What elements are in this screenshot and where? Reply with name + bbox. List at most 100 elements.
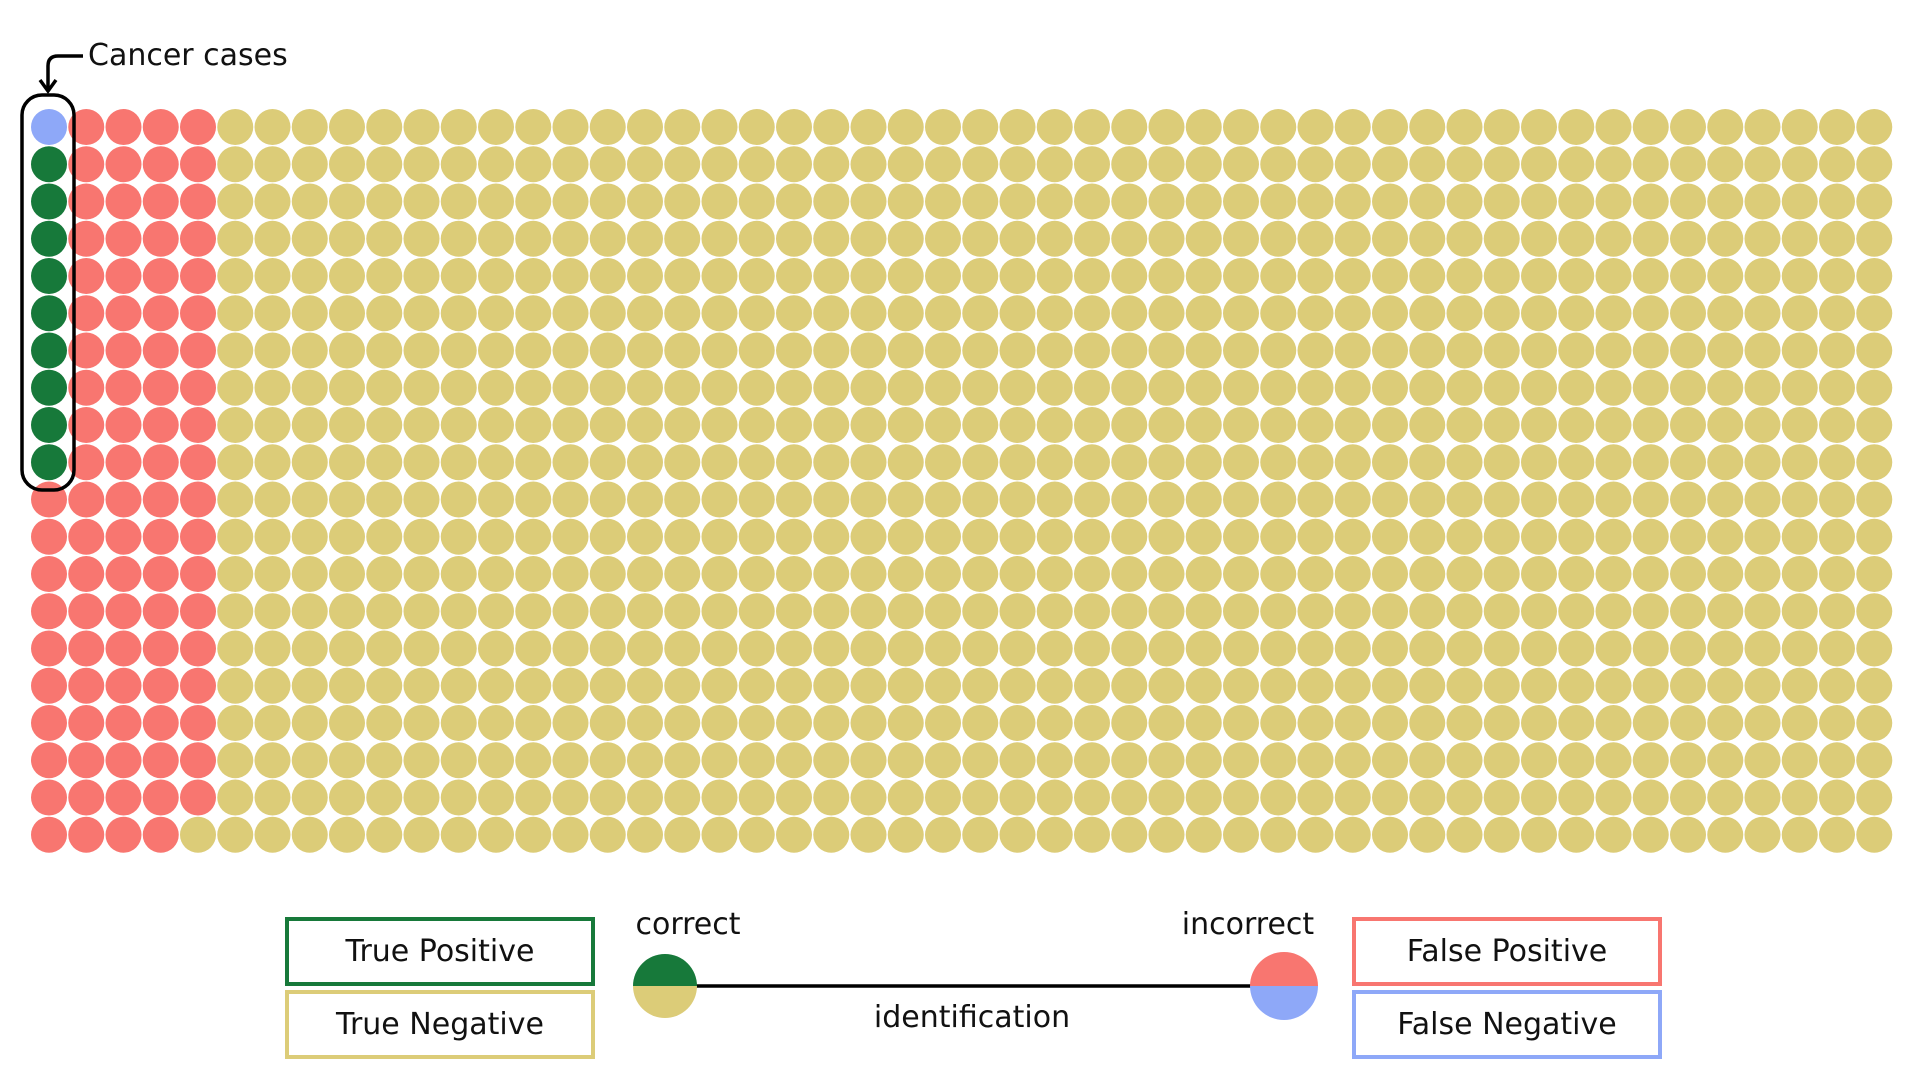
- dot-true-negative: [1781, 630, 1818, 667]
- dot-false-positive: [68, 779, 105, 816]
- dot-true-negative: [887, 481, 924, 518]
- dot-true-negative: [813, 258, 850, 294]
- dot-true-negative: [887, 593, 924, 630]
- dot-true-negative: [1744, 220, 1781, 257]
- dot-true-negative: [1856, 481, 1893, 518]
- dot-true-negative: [478, 220, 514, 257]
- dot-true-negative: [440, 518, 477, 555]
- dot-true-negative: [515, 705, 552, 741]
- dot-true-negative: [1707, 295, 1744, 332]
- dot-true-negative: [1409, 183, 1446, 220]
- dot-true-negative: [1744, 705, 1781, 741]
- dot-true-negative: [1856, 220, 1893, 257]
- dot-true-negative: [589, 146, 626, 183]
- dot-true-negative: [1521, 146, 1557, 183]
- dot-true-negative: [1819, 481, 1855, 518]
- dot-true-negative: [366, 667, 403, 704]
- dot-true-negative: [1297, 742, 1334, 779]
- dot-true-negative: [1856, 779, 1893, 816]
- dot-true-negative: [552, 258, 589, 294]
- dot-true-negative: [217, 146, 254, 183]
- dot-true-negative: [403, 556, 440, 592]
- dot-true-negative: [627, 109, 663, 145]
- dot-false-positive: [68, 444, 105, 481]
- dot-true-negative: [217, 444, 254, 481]
- dot-true-negative: [1148, 779, 1185, 816]
- dot-true-negative: [1260, 295, 1297, 332]
- dot-true-negative: [329, 220, 365, 257]
- dot-false-positive: [142, 369, 179, 406]
- dot-true-negative: [403, 816, 440, 853]
- dot-true-negative: [1781, 593, 1818, 630]
- dot-true-negative: [403, 705, 440, 741]
- dot-false-positive: [180, 295, 216, 332]
- dot-true-negative: [1297, 109, 1334, 145]
- dot-true-negative: [1148, 667, 1185, 704]
- dot-true-negative: [1372, 593, 1408, 630]
- dot-true-negative: [478, 295, 514, 332]
- dot-false-positive: [180, 407, 216, 443]
- dot-true-negative: [850, 556, 887, 592]
- dot-true-negative: [1521, 220, 1557, 257]
- dot-true-negative: [1595, 407, 1632, 443]
- dot-true-negative: [329, 332, 365, 369]
- dot-true-negative: [1409, 593, 1446, 630]
- dot-true-negative: [776, 146, 812, 183]
- dot-true-negative: [776, 332, 812, 369]
- dot-true-negative: [1297, 332, 1334, 369]
- dot-true-negative: [440, 556, 477, 592]
- dot-true-negative: [850, 332, 887, 369]
- dot-true-negative: [850, 667, 887, 704]
- dot-true-negative: [887, 556, 924, 592]
- dot-true-negative: [1856, 518, 1893, 555]
- dot-true-negative: [254, 258, 291, 294]
- dot-true-negative: [1707, 407, 1744, 443]
- dot-false-positive: [68, 332, 105, 369]
- dot-true-negative: [627, 146, 663, 183]
- dot-true-negative: [254, 146, 291, 183]
- dot-true-negative: [1744, 444, 1781, 481]
- dot-true-negative: [999, 444, 1036, 481]
- dot-true-negative: [329, 295, 365, 332]
- dot-true-negative: [664, 146, 701, 183]
- dot-true-negative: [366, 183, 403, 220]
- dot-true-negative: [1819, 593, 1855, 630]
- dot-true-negative: [254, 109, 291, 145]
- dot-true-negative: [627, 407, 663, 443]
- dot-true-negative: [1707, 556, 1744, 592]
- dot-true-negative: [738, 705, 775, 741]
- dot-true-negative: [291, 369, 328, 406]
- dot-true-negative: [291, 407, 328, 443]
- dot-false-positive: [68, 556, 105, 592]
- dot-true-negative: [1260, 705, 1297, 741]
- dot-true-negative: [1223, 183, 1259, 220]
- dot-true-negative: [1781, 295, 1818, 332]
- dot-true-negative: [1111, 109, 1148, 145]
- dot-true-negative: [813, 593, 850, 630]
- dot-true-negative: [217, 332, 254, 369]
- dot-true-negative: [1781, 109, 1818, 145]
- dot-true-negative: [217, 220, 254, 257]
- dot-true-negative: [1148, 705, 1185, 741]
- dot-true-negative: [1036, 630, 1073, 667]
- dot-true-negative: [1185, 742, 1222, 779]
- dot-true-negative: [1558, 705, 1595, 741]
- dot-true-negative: [664, 556, 701, 592]
- dot-true-negative: [552, 593, 589, 630]
- dot-true-negative: [1744, 593, 1781, 630]
- dot-true-negative: [1409, 705, 1446, 741]
- dot-true-negative: [1521, 332, 1557, 369]
- dot-true-negative: [1707, 146, 1744, 183]
- dot-true-negative: [1670, 183, 1706, 220]
- dot-true-negative: [1185, 481, 1222, 518]
- dot-true-negative: [1297, 593, 1334, 630]
- dot-true-negative: [1781, 667, 1818, 704]
- dot-true-negative: [776, 295, 812, 332]
- dot-false-positive: [142, 146, 179, 183]
- dot-true-negative: [1074, 220, 1110, 257]
- dot-true-positive: [31, 444, 67, 481]
- dot-true-negative: [776, 667, 812, 704]
- dot-true-negative: [1409, 481, 1446, 518]
- dot-true-negative: [1446, 444, 1483, 481]
- dot-true-negative: [1223, 369, 1259, 406]
